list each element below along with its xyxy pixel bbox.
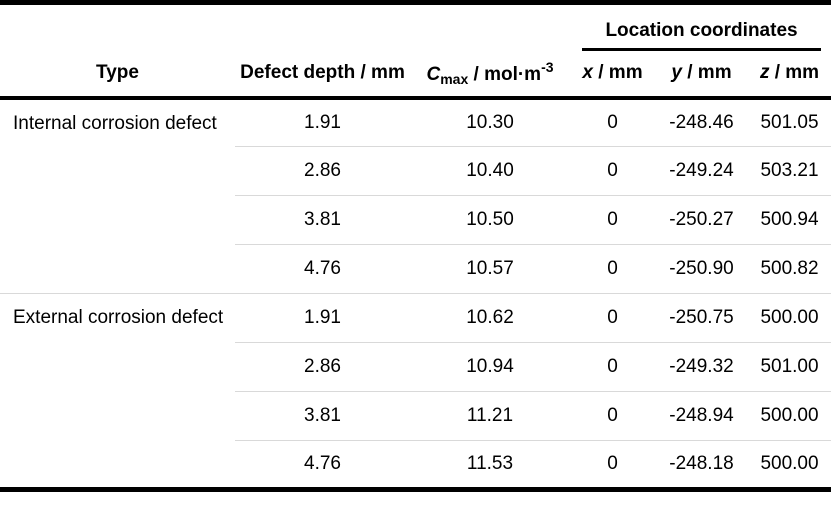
table-row: 3.81 10.50 0 -250.27 500.94 — [0, 195, 831, 245]
column-header-defect-depth: Defect depth / mm — [235, 50, 410, 100]
cell-z: 501.05 — [760, 111, 819, 133]
cell-x: 0 — [570, 244, 655, 294]
cmax-unit: / mol·m — [468, 64, 542, 85]
column-group-row: Location coordinates — [0, 3, 831, 51]
table-row: 2.86 10.94 0 -249.32 501.00 — [0, 342, 831, 392]
cell-x: 0 — [570, 342, 655, 392]
cell-z: 500.94 — [748, 195, 831, 245]
cell-defect-depth: 2.86 — [235, 146, 410, 196]
cell-cmax: 10.50 — [410, 195, 570, 245]
column-group-location-coordinates: Location coordinates — [570, 3, 831, 51]
cell-x: 0 — [570, 440, 655, 490]
column-header-y: y / mm — [655, 50, 748, 100]
cell-x: 0 — [570, 293, 655, 343]
cell-y: -248.18 — [655, 440, 748, 490]
cell-y: -249.24 — [655, 146, 748, 196]
x-unit: / mm — [592, 62, 643, 83]
x-symbol: x — [582, 62, 593, 83]
cell-y: -248.46 — [669, 111, 734, 133]
cell-defect-depth: 4.76 — [235, 440, 410, 490]
z-symbol: z — [759, 62, 770, 83]
table-row: 3.81 11.21 0 -248.94 500.00 — [0, 391, 831, 441]
cell-y: -250.90 — [655, 244, 748, 294]
cell-cmax: 11.53 — [410, 440, 570, 490]
cell-z: 501.00 — [748, 342, 831, 392]
cell-defect-depth: 1.91 — [235, 293, 410, 343]
row-group-label-external: External corrosion defect — [0, 293, 235, 490]
cell-defect-depth: 3.81 — [235, 391, 410, 441]
cell-y: -248.94 — [655, 391, 748, 441]
cell-z: 503.21 — [748, 146, 831, 196]
group-external-corrosion-defect: External corrosion defect 1.91 10.62 0 -… — [0, 293, 831, 490]
cmax-superscript: -3 — [541, 59, 554, 75]
cell-z: 500.00 — [748, 391, 831, 441]
cell-y: -250.27 — [655, 195, 748, 245]
spanner-empty-cell — [0, 3, 570, 51]
y-unit: / mm — [681, 62, 732, 83]
cell-z: 500.82 — [748, 244, 831, 294]
table-row: External corrosion defect 1.91 10.62 0 -… — [0, 293, 831, 490]
table-header: Location coordinates Type Defect depth /… — [0, 3, 831, 100]
cell-y: -250.75 — [655, 293, 748, 343]
z-unit: / mm — [769, 62, 820, 83]
cell-z: 500.00 — [748, 293, 831, 343]
cell-defect-depth: 4.76 — [235, 244, 410, 294]
column-header-cmax: Cmax / mol·m-3 — [410, 50, 570, 100]
cell-defect-depth: 1.91 — [304, 111, 341, 133]
results-table: Location coordinates Type Defect depth /… — [0, 0, 831, 492]
table-row: Internal corrosion defect 1.91 10.30 0 -… — [0, 98, 831, 147]
cell-cmax: 10.57 — [410, 244, 570, 294]
cell-y: -249.32 — [655, 342, 748, 392]
table-row: 4.76 10.57 0 -250.90 500.82 — [0, 244, 831, 294]
cmax-subscript: max — [440, 71, 469, 87]
cell-cmax: 10.62 — [410, 293, 570, 343]
column-group-label: Location coordinates — [582, 12, 822, 51]
cell-cmax: 10.30 — [466, 111, 514, 133]
cell-cmax: 10.94 — [410, 342, 570, 392]
row-group-label-internal: Internal corrosion defect — [13, 112, 217, 134]
cell-cmax: 10.40 — [410, 146, 570, 196]
cmax-symbol: C — [426, 64, 441, 85]
table-row: 4.76 11.53 0 -248.18 500.00 — [0, 440, 831, 490]
cell-z: 500.00 — [748, 440, 831, 490]
cell-x: 0 — [570, 195, 655, 245]
y-symbol: y — [671, 62, 682, 83]
cell-defect-depth: 2.86 — [235, 342, 410, 392]
column-header-x: x / mm — [570, 50, 655, 100]
cell-x: 0 — [570, 146, 655, 196]
column-header-row: Type Defect depth / mm Cmax / mol·m-3 x … — [0, 50, 831, 100]
group-internal-corrosion-defect: Internal corrosion defect 1.91 10.30 0 -… — [0, 98, 831, 294]
column-header-z: z / mm — [748, 50, 831, 100]
cell-cmax: 11.21 — [410, 391, 570, 441]
column-header-type: Type — [0, 50, 235, 100]
cell-x: 0 — [607, 111, 618, 133]
cell-defect-depth: 3.81 — [235, 195, 410, 245]
table-row: 2.86 10.40 0 -249.24 503.21 — [0, 146, 831, 196]
cell-x: 0 — [570, 391, 655, 441]
